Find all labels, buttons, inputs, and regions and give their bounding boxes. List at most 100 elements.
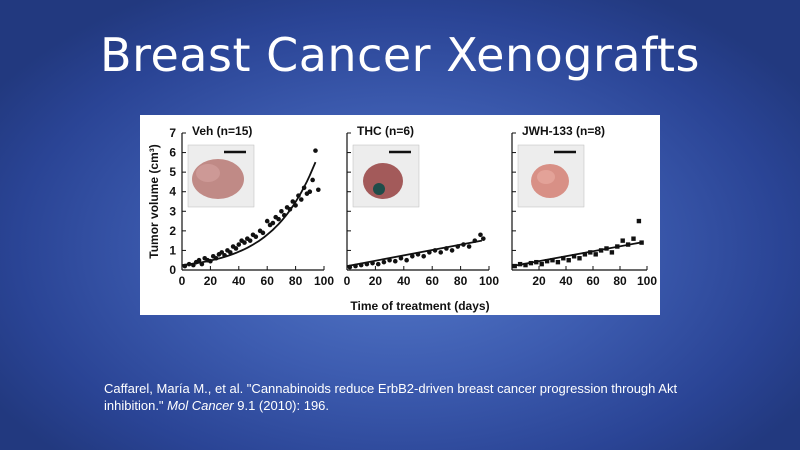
- data-point: [392, 258, 398, 264]
- x-tick-label: 0: [344, 274, 351, 288]
- citation-text: Caffarel, María M., et al. "Cannabinoids…: [104, 381, 678, 413]
- y-tick-label: 1: [169, 243, 176, 257]
- data-point: [222, 253, 227, 258]
- data-point: [544, 258, 550, 264]
- data-point: [550, 258, 555, 263]
- data-point: [370, 260, 375, 266]
- data-point: [604, 246, 609, 251]
- x-tick-label: 0: [179, 274, 186, 288]
- y-tick-label: 2: [169, 224, 176, 238]
- data-point: [472, 238, 478, 243]
- x-tick-label: 40: [559, 274, 573, 288]
- tumor-highlight: [196, 164, 220, 182]
- data-point: [615, 244, 620, 249]
- data-point: [227, 250, 233, 255]
- data-point: [609, 250, 615, 255]
- data-point: [466, 244, 472, 249]
- x-tick-label: 100: [637, 274, 657, 288]
- x-tick-label: 20: [204, 274, 218, 288]
- data-point: [191, 262, 196, 268]
- data-point: [236, 242, 242, 247]
- tumor-dark-spot: [373, 183, 385, 195]
- data-point: [296, 193, 301, 198]
- data-point: [398, 255, 404, 261]
- data-point: [260, 230, 266, 236]
- trend-line: [181, 161, 317, 266]
- data-point: [438, 250, 444, 255]
- data-point: [432, 248, 438, 253]
- data-point: [415, 252, 421, 257]
- x-tick-label: 60: [261, 274, 275, 288]
- data-point: [593, 252, 598, 257]
- data-point: [290, 199, 296, 204]
- data-point: [264, 218, 270, 224]
- citation-details: 9.1 (2010): 196.: [233, 398, 330, 413]
- data-point: [534, 259, 539, 265]
- data-point: [625, 242, 631, 247]
- y-tick-label: 4: [169, 185, 176, 199]
- x-tick-label: 80: [289, 274, 303, 288]
- data-point: [196, 257, 202, 263]
- x-tick-label: 100: [314, 274, 334, 288]
- data-point: [517, 261, 523, 267]
- data-point: [310, 177, 315, 183]
- data-point: [588, 250, 593, 255]
- citation-journal: Mol Cancer: [167, 398, 234, 413]
- data-point: [528, 260, 534, 266]
- data-point: [566, 258, 571, 263]
- x-tick-label: 40: [232, 274, 246, 288]
- tumor-highlight: [537, 170, 555, 184]
- data-point: [512, 263, 517, 269]
- x-tick-label: 60: [586, 274, 600, 288]
- data-point: [233, 246, 239, 251]
- data-point: [279, 208, 284, 214]
- chart-panel-3: 20 40 60 80 100 JWH-133 (n=8): [511, 124, 657, 288]
- slide-title: Breast Cancer Xenografts: [100, 28, 700, 82]
- data-point: [620, 238, 625, 243]
- figure-panel: 0 20 40 60 80 100 0 1 2 3 4 5 6 7 Veh (n=15) 0 20 40 60 80 1…: [140, 115, 660, 315]
- data-point: [364, 261, 370, 267]
- tumor-image: [363, 163, 403, 199]
- data-point: [219, 250, 225, 255]
- data-point: [478, 232, 483, 238]
- data-point: [186, 261, 192, 267]
- data-point: [523, 262, 528, 268]
- y-tick-label: 3: [169, 204, 176, 218]
- x-tick-label: 100: [479, 274, 499, 288]
- data-point: [636, 218, 642, 224]
- data-point: [461, 242, 466, 247]
- data-point: [582, 252, 588, 257]
- panel-title: JWH-133 (n=8): [522, 124, 605, 138]
- data-point: [353, 263, 358, 269]
- data-point: [481, 236, 486, 241]
- panel-title: THC (n=6): [357, 124, 414, 138]
- x-tick-label: 60: [426, 274, 440, 288]
- y-tick-label: 0: [169, 263, 176, 277]
- data-point: [421, 254, 426, 259]
- data-point: [270, 220, 276, 226]
- data-point: [182, 263, 188, 269]
- data-point: [631, 236, 636, 241]
- data-point: [571, 254, 577, 259]
- data-point: [561, 256, 566, 261]
- data-point: [213, 255, 219, 261]
- data-point: [247, 238, 253, 243]
- data-point: [639, 240, 644, 245]
- data-point: [307, 189, 313, 195]
- chart-panel-1: 0 20 40 60 80 100 0 1 2 3 4 5 6 7 Veh (n=15): [169, 124, 334, 288]
- y-axis-label: Tumor volume (cm³): [147, 144, 161, 258]
- data-point: [313, 148, 318, 153]
- data-point: [276, 216, 281, 222]
- data-point: [427, 250, 432, 255]
- data-point: [358, 262, 364, 268]
- x-axis-label: Time of treatment (days): [350, 299, 489, 313]
- data-point: [577, 256, 582, 261]
- chart-svg: 0 20 40 60 80 100 0 1 2 3 4 5 6 7 Veh (n=15) 0 20 40 60 80 1…: [147, 124, 657, 313]
- data-point: [316, 187, 321, 193]
- x-tick-label: 80: [454, 274, 468, 288]
- x-tick-label: 20: [532, 274, 546, 288]
- data-point: [387, 257, 392, 263]
- data-point: [455, 244, 461, 249]
- citation: Caffarel, María M., et al. "Cannabinoids…: [104, 380, 724, 414]
- y-tick-label: 6: [169, 146, 176, 160]
